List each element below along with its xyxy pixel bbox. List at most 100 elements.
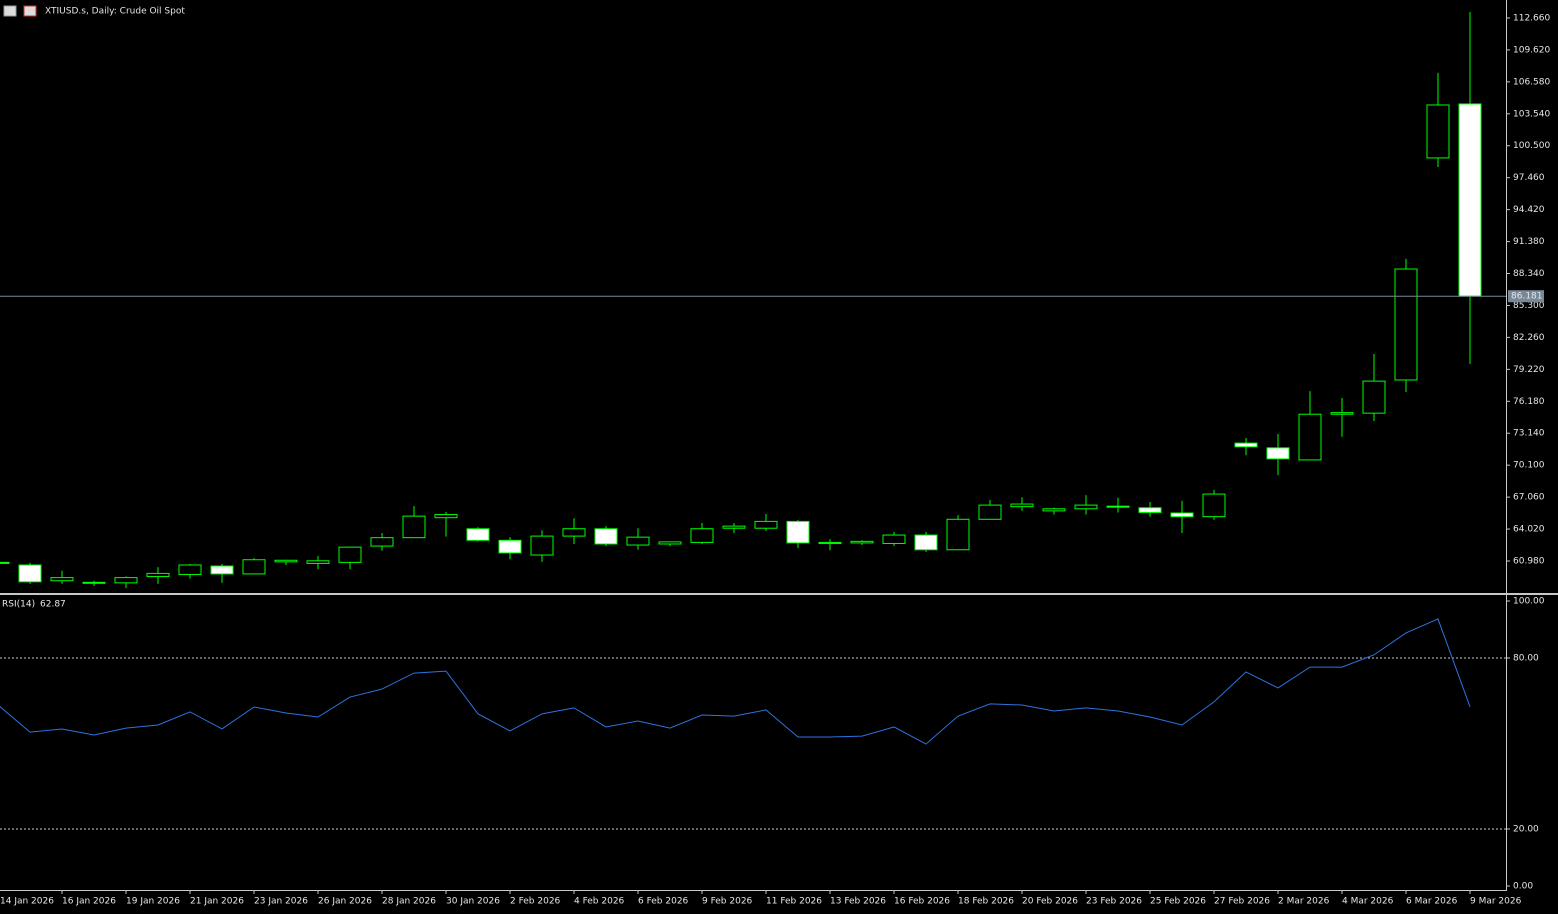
candle-body bbox=[338, 546, 362, 563]
y-tick-label: 60.980 bbox=[1513, 557, 1545, 567]
y-tick-label: 85.300 bbox=[1513, 301, 1545, 311]
candle-body bbox=[146, 572, 170, 578]
candle-body bbox=[114, 577, 138, 584]
candle-body bbox=[82, 581, 106, 584]
candle-body bbox=[1266, 447, 1290, 460]
menu-icon[interactable] bbox=[3, 5, 17, 17]
candle-body bbox=[818, 541, 842, 544]
candle-body bbox=[530, 535, 554, 556]
y-tick-label: 103.540 bbox=[1513, 109, 1550, 119]
candle-body bbox=[1202, 493, 1226, 518]
candle-body bbox=[594, 528, 618, 545]
x-tick-label: 23 Jan 2026 bbox=[254, 897, 308, 907]
candle-body bbox=[914, 534, 938, 551]
x-tick-label: 16 Feb 2026 bbox=[894, 897, 950, 907]
y-tick-label: 88.340 bbox=[1513, 269, 1545, 279]
x-tick-label: 26 Jan 2026 bbox=[318, 897, 372, 907]
x-tick-label: 30 Jan 2026 bbox=[446, 897, 500, 907]
candle-body bbox=[882, 534, 906, 544]
candle-body bbox=[1234, 442, 1258, 448]
y-tick-label: 106.580 bbox=[1513, 77, 1550, 87]
candle-body bbox=[946, 518, 970, 551]
y-tick-label: 100.00 bbox=[1513, 597, 1545, 607]
candle-body bbox=[498, 539, 522, 554]
x-tick-label: 13 Feb 2026 bbox=[830, 897, 886, 907]
x-tick-label: 2 Mar 2026 bbox=[1278, 897, 1330, 907]
candle-body bbox=[722, 525, 746, 529]
y-tick-label: 64.020 bbox=[1513, 525, 1545, 535]
y-tick-label: 112.660 bbox=[1513, 13, 1550, 23]
candle-body bbox=[626, 536, 650, 546]
candle-body bbox=[434, 514, 458, 519]
y-tick-label: 76.180 bbox=[1513, 397, 1545, 407]
candle-body bbox=[1074, 504, 1098, 510]
candle-body bbox=[658, 541, 682, 545]
y-tick-label: 0.00 bbox=[1513, 882, 1533, 892]
candle-body bbox=[850, 540, 874, 544]
x-tick-label: 4 Feb 2026 bbox=[574, 897, 625, 907]
x-tick-label: 9 Mar 2026 bbox=[1470, 897, 1522, 907]
y-tick-label: 109.620 bbox=[1513, 45, 1550, 55]
candle-body bbox=[50, 577, 74, 582]
y-tick-label: 91.380 bbox=[1513, 237, 1545, 247]
x-tick-label: 9 Feb 2026 bbox=[702, 897, 753, 907]
candle-body bbox=[1426, 104, 1450, 159]
candle-body bbox=[1106, 505, 1130, 508]
candle-body bbox=[978, 504, 1002, 520]
rsi-line bbox=[0, 618, 1471, 745]
y-tick-label: 82.260 bbox=[1513, 333, 1545, 343]
x-tick-label: 23 Feb 2026 bbox=[1086, 897, 1142, 907]
candle-body bbox=[1170, 512, 1194, 518]
x-tick-label: 28 Jan 2026 bbox=[382, 897, 436, 907]
y-tick-label: 73.140 bbox=[1513, 429, 1545, 439]
candle-body bbox=[1298, 413, 1322, 461]
candle-body bbox=[18, 564, 42, 583]
candle-body bbox=[1394, 268, 1418, 381]
candle-body bbox=[1362, 380, 1386, 414]
y-tick-label: 80.00 bbox=[1513, 654, 1539, 664]
candle-body bbox=[370, 537, 394, 547]
candle-body bbox=[210, 565, 234, 575]
x-tick-label: 4 Mar 2026 bbox=[1342, 897, 1394, 907]
candle-body bbox=[1010, 503, 1034, 508]
x-tick-label: 16 Jan 2026 bbox=[62, 897, 116, 907]
x-tick-label: 6 Mar 2026 bbox=[1406, 897, 1458, 907]
y-tick-label: 97.460 bbox=[1513, 173, 1545, 183]
header-icons[interactable] bbox=[3, 5, 37, 17]
y-tick-label: 94.420 bbox=[1513, 205, 1545, 215]
candle-body bbox=[562, 528, 586, 537]
candle-body bbox=[1042, 508, 1066, 512]
x-tick-label: 18 Feb 2026 bbox=[958, 897, 1014, 907]
candle-body bbox=[178, 564, 202, 575]
candle-body bbox=[466, 528, 490, 541]
y-tick-label: 67.060 bbox=[1513, 493, 1545, 503]
x-tick-label: 11 Feb 2026 bbox=[766, 897, 822, 907]
chart-title: XTIUSD.s, Daily: Crude Oil Spot bbox=[45, 7, 185, 17]
last-price-box bbox=[1508, 290, 1544, 303]
indicator-title: RSI(14) bbox=[2, 600, 35, 610]
candle-body bbox=[402, 515, 426, 539]
candle-body bbox=[1330, 412, 1354, 415]
x-tick-label: 2 Feb 2026 bbox=[510, 897, 561, 907]
candle-body bbox=[690, 528, 714, 543]
y-tick-label: 100.500 bbox=[1513, 141, 1550, 151]
candle-body bbox=[0, 561, 10, 564]
chart-icon[interactable] bbox=[23, 5, 37, 17]
x-tick-label: 27 Feb 2026 bbox=[1214, 897, 1270, 907]
candle-body bbox=[306, 560, 330, 564]
x-tick-label: 21 Jan 2026 bbox=[190, 897, 244, 907]
candle-body bbox=[1138, 507, 1162, 513]
candle-body bbox=[786, 520, 810, 544]
y-tick-label: 70.100 bbox=[1513, 461, 1545, 471]
x-tick-label: 19 Jan 2026 bbox=[126, 897, 180, 907]
candle-body bbox=[1458, 103, 1482, 297]
x-tick-label: 14 Jan 2026 bbox=[0, 897, 54, 907]
x-tick-label: 20 Feb 2026 bbox=[1022, 897, 1078, 907]
candle-body bbox=[754, 520, 778, 529]
x-tick-label: 6 Feb 2026 bbox=[638, 897, 689, 907]
y-tick-label: 20.00 bbox=[1513, 825, 1539, 835]
candle-body bbox=[242, 559, 266, 575]
y-tick-label: 79.220 bbox=[1513, 365, 1545, 375]
